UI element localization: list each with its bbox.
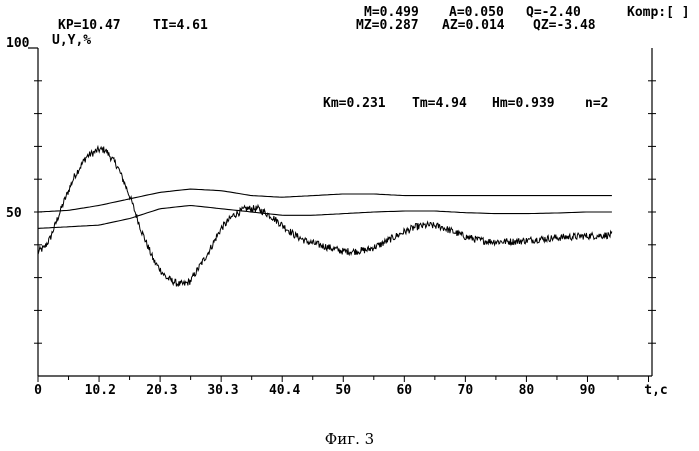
n-readout: n=2 (585, 97, 608, 111)
y-axis-max-label: 100 (6, 37, 29, 51)
x-tick-label: 90 (580, 383, 596, 398)
x-tick-label: 10.2 (85, 383, 116, 398)
hm-readout: Hm=0.939 (492, 97, 555, 111)
mz-readout: MZ=0.287 (356, 19, 419, 33)
x-tick-label: 80 (519, 383, 535, 398)
qz-readout: QZ=-3.48 (533, 19, 596, 33)
y-axis-label: U,Y,% (52, 34, 91, 48)
figure-caption: Фиг. 3 (0, 430, 699, 448)
az-readout: AZ=0.014 (442, 19, 505, 33)
x-tick-label: 70 (458, 383, 474, 398)
kp-readout: KP=10.47 (58, 19, 121, 33)
x-tick-label: 50 (335, 383, 351, 398)
ti-readout: TI=4.61 (153, 19, 208, 33)
x-tick-label: 40.4 (269, 383, 300, 398)
komp-indicator: Komp:[ ] (627, 6, 690, 20)
tm-readout: Tm=4.94 (412, 97, 467, 111)
x-tick-label: 0 (34, 383, 42, 398)
x-tick-label: 20.3 (146, 383, 177, 398)
series-3-line (38, 206, 612, 229)
x-axis-label: t,c (644, 383, 667, 398)
km-readout: Km=0.231 (323, 97, 386, 111)
series-1-line (38, 147, 612, 287)
x-tick-label: 30.3 (207, 383, 238, 398)
y-tick-label: 50 (6, 206, 22, 221)
series-2-line (38, 189, 612, 212)
x-tick-label: 60 (396, 383, 412, 398)
